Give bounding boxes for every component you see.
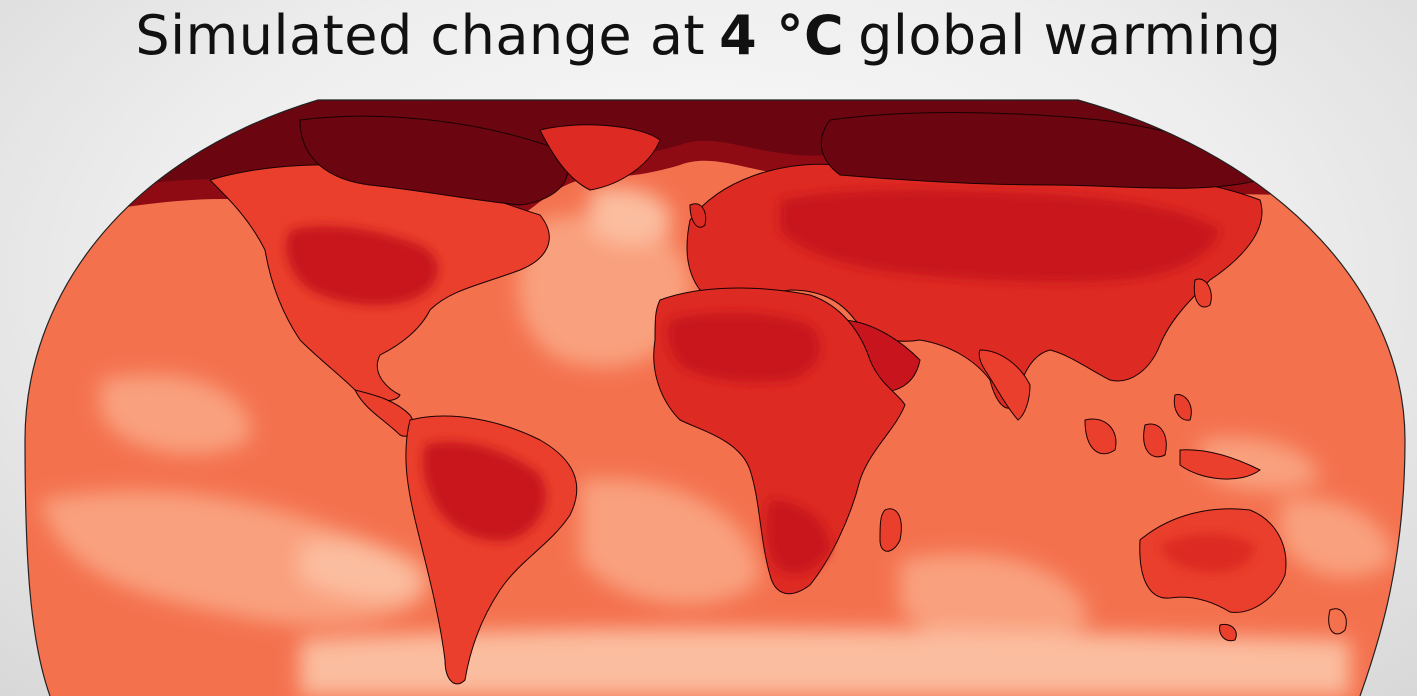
africa [653, 287, 906, 595]
australia [1139, 508, 1287, 613]
south-america [405, 415, 578, 685]
title-prefix: Simulated change at [135, 3, 706, 67]
figure-title: Simulated change at 4 °C global warming [0, 0, 1417, 70]
new-zealand [1328, 608, 1347, 635]
map-border [24, 99, 1406, 696]
map-field [25, 100, 1405, 696]
title-warming-level: 4 °C [719, 3, 845, 67]
eurasia [686, 112, 1263, 409]
southeast-asia-islands [1084, 394, 1261, 480]
india [978, 349, 1031, 421]
north-america [209, 115, 661, 401]
japan [1193, 278, 1212, 308]
madagascar [879, 508, 902, 552]
title-suffix: global warming [858, 3, 1282, 67]
tasmania [1219, 623, 1237, 642]
british-isles [689, 203, 707, 228]
ocean-pale-bands [40, 187, 1395, 696]
